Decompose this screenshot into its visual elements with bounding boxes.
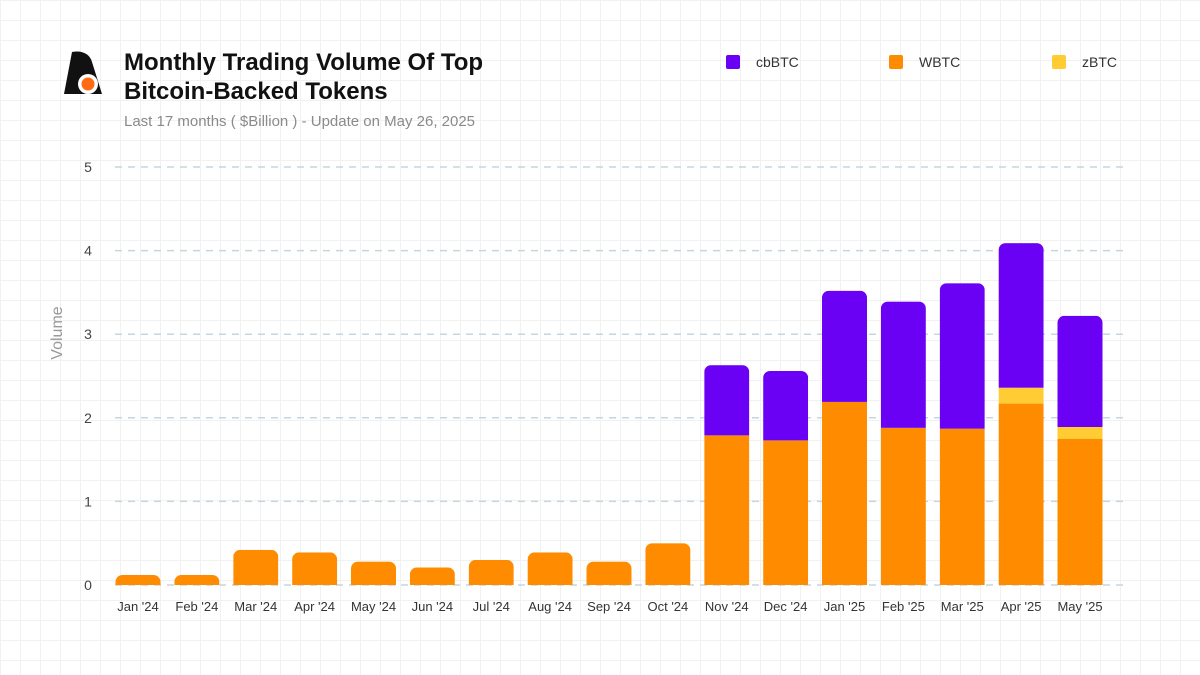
y-tick-label: 0 xyxy=(84,577,92,593)
x-tick-label: Feb '24 xyxy=(175,599,218,614)
bar-stack xyxy=(351,561,396,585)
x-tick-label: Mar '25 xyxy=(941,599,984,614)
bar-stack xyxy=(998,243,1044,585)
bar-stack xyxy=(409,567,455,585)
bar-cbbtc xyxy=(880,301,926,428)
legend-item-wbtc[interactable]: WBTC xyxy=(889,54,960,70)
bar-wbtc xyxy=(1057,438,1103,585)
x-tick-label: Apr '24 xyxy=(294,599,335,614)
chart-title-line-2: Bitcoin-Backed Tokens xyxy=(124,78,388,105)
legend-swatch-wbtc xyxy=(889,55,903,69)
y-tick-label: 1 xyxy=(84,493,92,509)
x-tick-label: Feb '25 xyxy=(882,599,925,614)
bar-wbtc xyxy=(880,427,926,585)
x-tick-label: Apr '25 xyxy=(1001,599,1042,614)
bar-stack xyxy=(704,365,750,585)
chart-subtitle: Last 17 months ( $Billion ) - Update on … xyxy=(124,113,476,130)
bar-wbtc xyxy=(409,567,455,585)
bars-layer xyxy=(115,243,1103,585)
y-tick-label: 3 xyxy=(84,326,92,342)
bar-stack xyxy=(586,561,632,585)
x-tick-label: Aug '24 xyxy=(528,599,572,614)
bar-stack xyxy=(292,552,338,585)
bar-stack xyxy=(468,559,514,585)
bar-stack xyxy=(1057,315,1103,585)
bar-zbtc xyxy=(1057,426,1103,439)
bar-cbbtc xyxy=(1057,315,1103,427)
bar-wbtc xyxy=(704,435,750,585)
bar-wbtc xyxy=(527,552,573,585)
bar-cbbtc xyxy=(822,290,867,402)
legend-label-cbbtc: cbBTC xyxy=(756,54,799,70)
bar-wbtc xyxy=(822,401,867,585)
x-tick-label: May '24 xyxy=(351,599,396,614)
bar-wbtc xyxy=(645,543,691,585)
bar-stack xyxy=(233,549,279,585)
bar-cbbtc xyxy=(939,283,985,429)
bar-stack xyxy=(822,290,867,585)
bar-stack xyxy=(763,370,809,585)
bar-stack xyxy=(527,552,573,585)
bar-wbtc xyxy=(939,428,985,585)
bar-cbbtc xyxy=(704,365,750,436)
bar-wbtc xyxy=(292,552,338,585)
legend-label-zbtc: zBTC xyxy=(1082,54,1117,70)
legend-item-zbtc[interactable]: zBTC xyxy=(1052,54,1117,70)
y-axis-ticks: 0 1 2 3 4 5 xyxy=(84,159,92,593)
bar-cbbtc xyxy=(763,370,809,441)
bar-stack xyxy=(880,301,926,585)
x-tick-label: Mar '24 xyxy=(234,599,277,614)
bar-wbtc xyxy=(998,403,1044,585)
x-tick-label: Jan '24 xyxy=(117,599,159,614)
y-tick-label: 2 xyxy=(84,410,92,426)
bar-zbtc xyxy=(998,387,1044,404)
bar-stack xyxy=(174,574,220,585)
brand-logo-icon xyxy=(64,51,102,94)
x-tick-label: Jan '25 xyxy=(824,599,866,614)
chart-title-line-1: Monthly Trading Volume Of Top xyxy=(124,49,484,76)
chart-title: Monthly Trading Volume Of Top Bitcoin-Ba… xyxy=(124,48,604,106)
x-tick-label: Oct '24 xyxy=(647,599,688,614)
bar-stack xyxy=(645,543,691,585)
x-axis-ticks: Jan '24 Feb '24 Mar '24 Apr '24 May '24 Jun '… xyxy=(117,599,1102,614)
legend-swatch-zbtc xyxy=(1052,55,1066,69)
bar-wbtc xyxy=(115,574,161,585)
x-tick-label: Nov '24 xyxy=(705,599,749,614)
bar-wbtc xyxy=(351,561,396,585)
x-tick-label: Jun '24 xyxy=(412,599,454,614)
legend-label-wbtc: WBTC xyxy=(919,54,961,70)
bar-wbtc xyxy=(174,574,220,585)
legend-swatch-cbbtc xyxy=(726,55,740,69)
bar-wbtc xyxy=(468,559,514,585)
x-tick-label: Jul '24 xyxy=(473,599,510,614)
bar-wbtc xyxy=(586,561,632,585)
x-tick-label: May '25 xyxy=(1057,599,1102,614)
y-axis-label: Volume xyxy=(49,306,66,359)
x-tick-label: Dec '24 xyxy=(764,599,808,614)
bar-wbtc xyxy=(763,440,809,585)
bar-wbtc xyxy=(233,549,279,585)
y-tick-label: 4 xyxy=(84,243,92,259)
bar-cbbtc xyxy=(998,243,1044,388)
x-tick-label: Sep '24 xyxy=(587,599,631,614)
bar-stack xyxy=(939,283,985,585)
y-tick-label: 5 xyxy=(84,159,92,175)
bar-stack xyxy=(115,574,161,585)
legend-item-cbbtc[interactable]: cbBTC xyxy=(726,54,799,70)
